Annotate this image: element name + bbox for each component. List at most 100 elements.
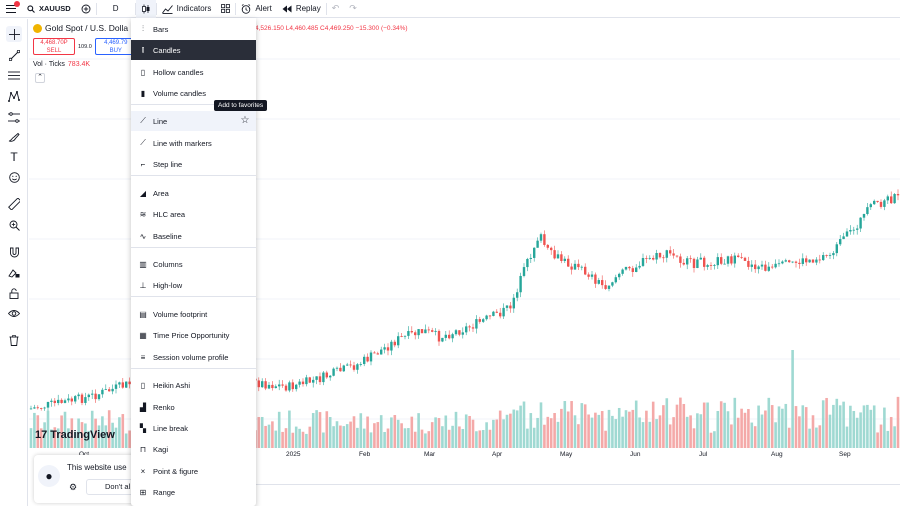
candle-body <box>764 264 767 271</box>
volume-bar <box>277 411 281 448</box>
candle-body <box>825 255 828 256</box>
time-axis[interactable]: Oct 2025 Feb Mar Apr May Jun Jul Aug Sep <box>29 448 900 460</box>
trade-buttons: 4,468.70P SELL 109.0 4,469.79 BUY <box>33 38 137 55</box>
lock-icon[interactable] <box>6 285 22 301</box>
volume-bar <box>267 424 271 448</box>
chart-type-label: Area <box>153 188 169 198</box>
volume-bar <box>509 413 512 448</box>
chart-type-range[interactable]: ⊞ Range <box>131 482 256 502</box>
fib-icon[interactable] <box>6 67 22 83</box>
replay-button[interactable]: Replay <box>277 0 326 18</box>
candle-body <box>648 257 651 259</box>
chart-type-hlc-area[interactable]: ≋ HLC area <box>131 204 256 224</box>
redo-button[interactable]: ↷ <box>344 0 362 18</box>
candle-body <box>97 394 101 400</box>
chart-type-hollow-candles[interactable]: ▯ Hollow candles <box>131 62 256 82</box>
chart-type-volume-footprint[interactable]: ▤ Volume footprint <box>131 304 256 324</box>
candle-body <box>516 292 519 298</box>
chart-type-point-figure[interactable]: × Point & figure <box>131 461 256 481</box>
chart-type-tpo[interactable]: ▦ Time Price Opportunity <box>131 325 256 345</box>
layouts-button[interactable] <box>216 0 235 18</box>
chart-type-label: Time Price Opportunity <box>153 330 230 340</box>
chart-type-bars[interactable]: ⫶ Bars <box>131 19 256 39</box>
candle-body <box>461 332 464 335</box>
symbol-search-button[interactable]: XAUUSD <box>22 0 76 18</box>
volume-bar <box>522 401 526 448</box>
chart-type-kagi[interactable]: ⊓ Kagi <box>131 439 256 459</box>
favorite-star-icon[interactable]: ☆ <box>240 115 250 126</box>
toolbar-divider <box>155 2 157 15</box>
menu-icon[interactable] <box>0 0 22 18</box>
candle-body <box>441 337 444 342</box>
trend-line-icon[interactable] <box>6 47 22 63</box>
trash-icon[interactable] <box>6 332 22 348</box>
compare-button[interactable] <box>76 0 96 18</box>
prediction-icon[interactable] <box>6 109 22 125</box>
candle-body <box>665 250 668 258</box>
x-tick-label: 2025 <box>286 451 301 458</box>
candle-body <box>856 228 859 230</box>
volume-bar <box>889 417 893 448</box>
volume-bar <box>451 425 454 448</box>
undo-button[interactable]: ↶ <box>327 0 345 18</box>
candle-body <box>529 257 532 259</box>
chart-type-area[interactable]: ◢ Area <box>131 183 256 203</box>
candle-body <box>550 247 553 251</box>
pattern-icon[interactable] <box>6 88 22 104</box>
candle-body <box>495 311 498 313</box>
candle-body <box>607 285 611 289</box>
sell-button[interactable]: 4,468.70P SELL <box>33 38 75 55</box>
eye-icon[interactable] <box>6 305 22 321</box>
volume-bar <box>770 405 774 448</box>
volume-bar <box>665 398 669 448</box>
chart-type-renko[interactable]: ▟ Renko <box>131 397 256 417</box>
volume-bar <box>580 403 584 448</box>
lock-drawing-icon[interactable] <box>6 264 22 280</box>
chart-type-button[interactable] <box>135 0 156 18</box>
chart-type-session-volume[interactable]: ≡ Session volume profile <box>131 347 256 367</box>
candle-body <box>359 364 362 365</box>
candle-body <box>322 372 325 383</box>
x-tick-label: Oct <box>79 451 89 458</box>
zoom-icon[interactable] <box>6 217 22 233</box>
chart-type-high-low[interactable]: ⊥ High-low <box>131 275 256 295</box>
candle-body <box>335 367 339 369</box>
chart-type-line[interactable]: ⟋ Line ☆ <box>131 111 256 131</box>
candle-body <box>308 377 311 383</box>
magnet-icon[interactable] <box>6 244 22 260</box>
cookie-text: This website use <box>67 463 127 472</box>
chart-type-baseline[interactable]: ∿ Baseline <box>131 226 256 246</box>
candle-body <box>587 274 590 277</box>
ruler-icon[interactable] <box>6 196 22 212</box>
volume-bar <box>101 416 104 448</box>
volume-bar <box>760 414 764 448</box>
chart-type-columns[interactable]: ▥ Columns <box>131 254 256 274</box>
chart-type-line-break[interactable]: ▚ Line break <box>131 418 256 438</box>
chart-type-step-line[interactable]: ⌐ Step line <box>131 154 256 174</box>
brush-icon[interactable] <box>6 129 22 145</box>
volume-bar <box>733 397 737 448</box>
step-line-icon: ⌐ <box>140 159 146 169</box>
interval-button[interactable]: D <box>97 0 135 18</box>
candles-icon: ⫾ <box>141 45 145 54</box>
chart-type-candles[interactable]: ⫾ Candles <box>131 40 256 60</box>
candle-body <box>267 384 271 389</box>
chart-type-volume-candles[interactable]: ▮ Volume candles <box>131 83 256 103</box>
cookie-settings-icon[interactable]: ⚙ <box>69 482 78 492</box>
chart-type-line-markers[interactable]: ⟋ Line with markers <box>131 133 256 153</box>
chart-type-heikin-ashi[interactable]: ▯ Heikin Ashi <box>131 375 256 395</box>
collapse-legend-button[interactable]: ⌃ <box>35 73 45 83</box>
crosshair-icon[interactable] <box>6 26 22 42</box>
alert-button[interactable]: Alert <box>236 0 276 18</box>
candle-body <box>815 259 818 263</box>
volume-bar <box>400 423 403 448</box>
volume-bar <box>124 433 128 448</box>
candle-body <box>638 265 641 268</box>
tpo-icon: ▦ <box>139 330 147 340</box>
candle-body <box>451 334 454 339</box>
text-icon[interactable]: T <box>10 150 18 164</box>
volume-bar <box>118 417 121 448</box>
volume-bar <box>743 412 747 448</box>
emoji-icon[interactable] <box>6 169 22 185</box>
indicators-button[interactable]: Indicators <box>157 0 217 18</box>
